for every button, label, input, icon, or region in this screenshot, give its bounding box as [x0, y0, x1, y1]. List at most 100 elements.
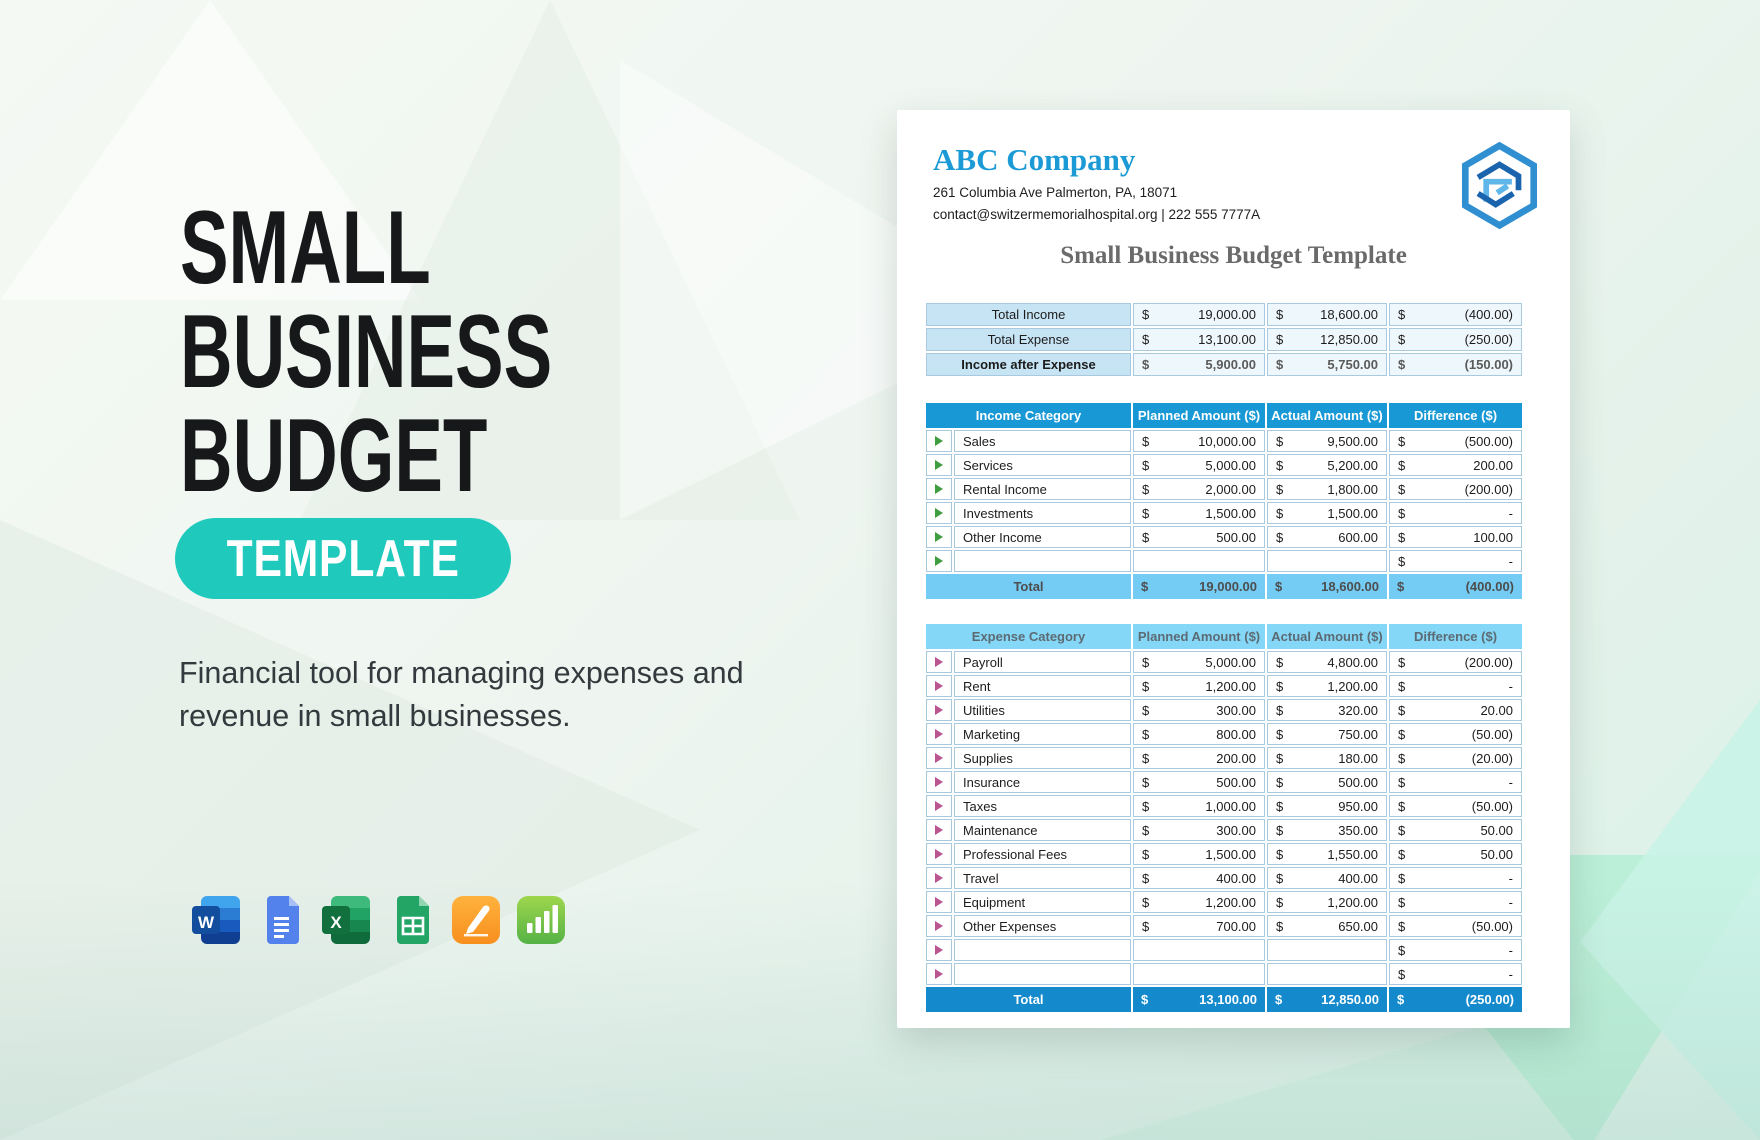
category-cell: Taxes — [954, 795, 1131, 817]
category-cell: Sales — [954, 430, 1131, 452]
actual-cell — [1267, 939, 1387, 961]
planned-cell: $500.00 — [1133, 526, 1265, 548]
company-contact: contact@switzermemorialhospital.org | 22… — [933, 207, 1261, 222]
summary-label: Total Income — [926, 303, 1131, 326]
row-marker-cell — [926, 550, 952, 572]
planned-cell: $5,000.00 — [1133, 651, 1265, 673]
row-marker-cell — [926, 526, 952, 548]
difference-cell: $ - — [1389, 867, 1522, 889]
actual-cell: $400.00 — [1267, 867, 1387, 889]
difference-cell: $ - — [1389, 550, 1522, 572]
row-marker-cell — [926, 651, 952, 673]
difference-cell: $ (50.00) — [1389, 915, 1522, 937]
difference-cell: $ (200.00) — [1389, 478, 1522, 500]
apple-numbers-icon — [515, 894, 567, 946]
row-marker-icon — [935, 460, 943, 470]
category-cell: Insurance — [954, 771, 1131, 793]
category-cell: Other Expenses — [954, 915, 1131, 937]
difference-cell: $ (200.00) — [1389, 651, 1522, 673]
income-header-category: Income Category — [926, 403, 1131, 428]
row-marker-cell — [926, 723, 952, 745]
category-cell: Payroll — [954, 651, 1131, 673]
category-cell: Supplies — [954, 747, 1131, 769]
row-marker-icon — [935, 436, 943, 446]
row-marker-icon — [935, 849, 943, 859]
income-total-difference: $ (400.00) — [1389, 574, 1522, 599]
company-name: ABC Company — [933, 142, 1136, 177]
row-marker-cell — [926, 502, 952, 524]
row-marker-icon — [935, 484, 943, 494]
row-marker-icon — [935, 777, 943, 787]
actual-cell: $950.00 — [1267, 795, 1387, 817]
row-marker-icon — [935, 508, 943, 518]
actual-cell: $350.00 — [1267, 819, 1387, 841]
row-marker-icon — [935, 921, 943, 931]
row-marker-cell — [926, 675, 952, 697]
apple-pages-icon — [450, 894, 502, 946]
row-marker-cell — [926, 963, 952, 985]
actual-cell: $9,500.00 — [1267, 430, 1387, 452]
difference-cell: $ (500.00) — [1389, 430, 1522, 452]
planned-cell — [1133, 939, 1265, 961]
summary-planned-cell: $13,100.00 — [1133, 328, 1265, 351]
planned-cell: $1,200.00 — [1133, 675, 1265, 697]
background-triangle — [0, 520, 700, 1140]
planned-cell: $700.00 — [1133, 915, 1265, 937]
difference-cell: $100.00 — [1389, 526, 1522, 548]
actual-cell: $4,800.00 — [1267, 651, 1387, 673]
expense-header-planned: Planned Amount ($) — [1133, 624, 1265, 649]
expense-total-difference: $ (250.00) — [1389, 987, 1522, 1012]
planned-cell: $1,500.00 — [1133, 502, 1265, 524]
row-marker-cell — [926, 891, 952, 913]
planned-cell: $1,500.00 — [1133, 843, 1265, 865]
row-marker-icon — [935, 705, 943, 715]
planned-cell: $10,000.00 — [1133, 430, 1265, 452]
app-icon-row: W — [190, 894, 567, 946]
svg-text:W: W — [198, 913, 215, 932]
summary-actual-cell: $18,600.00 — [1267, 303, 1387, 326]
actual-cell: $1,500.00 — [1267, 502, 1387, 524]
category-cell — [954, 939, 1131, 961]
row-marker-icon — [935, 532, 943, 542]
difference-cell: $ (50.00) — [1389, 723, 1522, 745]
category-cell: Travel — [954, 867, 1131, 889]
row-marker-icon — [935, 873, 943, 883]
row-marker-cell — [926, 915, 952, 937]
category-cell: Other Income — [954, 526, 1131, 548]
row-marker-cell — [926, 819, 952, 841]
actual-cell: $500.00 — [1267, 771, 1387, 793]
actual-cell — [1267, 550, 1387, 572]
expense-header-category: Expense Category — [926, 624, 1131, 649]
expense-total-actual: $12,850.00 — [1267, 987, 1387, 1012]
planned-cell: $300.00 — [1133, 819, 1265, 841]
summary-difference-cell: $ (400.00) — [1389, 303, 1522, 326]
planned-cell: $800.00 — [1133, 723, 1265, 745]
row-marker-cell — [926, 939, 952, 961]
google-sheets-icon — [385, 894, 437, 946]
category-cell: Investments — [954, 502, 1131, 524]
summary-label: Total Expense — [926, 328, 1131, 351]
income-table: Income Category Planned Amount ($) Actua… — [926, 403, 1522, 599]
main-title-line: SMALL — [180, 190, 431, 306]
actual-cell: $1,550.00 — [1267, 843, 1387, 865]
main-title: SMALL BUSINESS BUDGET — [180, 196, 552, 508]
category-cell: Rent — [954, 675, 1131, 697]
google-docs-icon — [255, 894, 307, 946]
difference-cell: $ - — [1389, 891, 1522, 913]
planned-cell: $300.00 — [1133, 699, 1265, 721]
income-total-planned: $19,000.00 — [1133, 574, 1265, 599]
row-marker-cell — [926, 699, 952, 721]
document-preview: ABC Company 261 Columbia Ave Palmerton, … — [897, 110, 1570, 1028]
difference-cell: $20.00 — [1389, 699, 1522, 721]
template-badge-label: TEMPLATE — [226, 529, 460, 588]
row-marker-cell — [926, 795, 952, 817]
row-marker-icon — [935, 969, 943, 979]
income-total-actual: $18,600.00 — [1267, 574, 1387, 599]
row-marker-cell — [926, 867, 952, 889]
category-cell: Services — [954, 454, 1131, 476]
expense-total-planned: $13,100.00 — [1133, 987, 1265, 1012]
actual-cell: $1,200.00 — [1267, 891, 1387, 913]
difference-cell: $ - — [1389, 675, 1522, 697]
planned-cell: $500.00 — [1133, 771, 1265, 793]
